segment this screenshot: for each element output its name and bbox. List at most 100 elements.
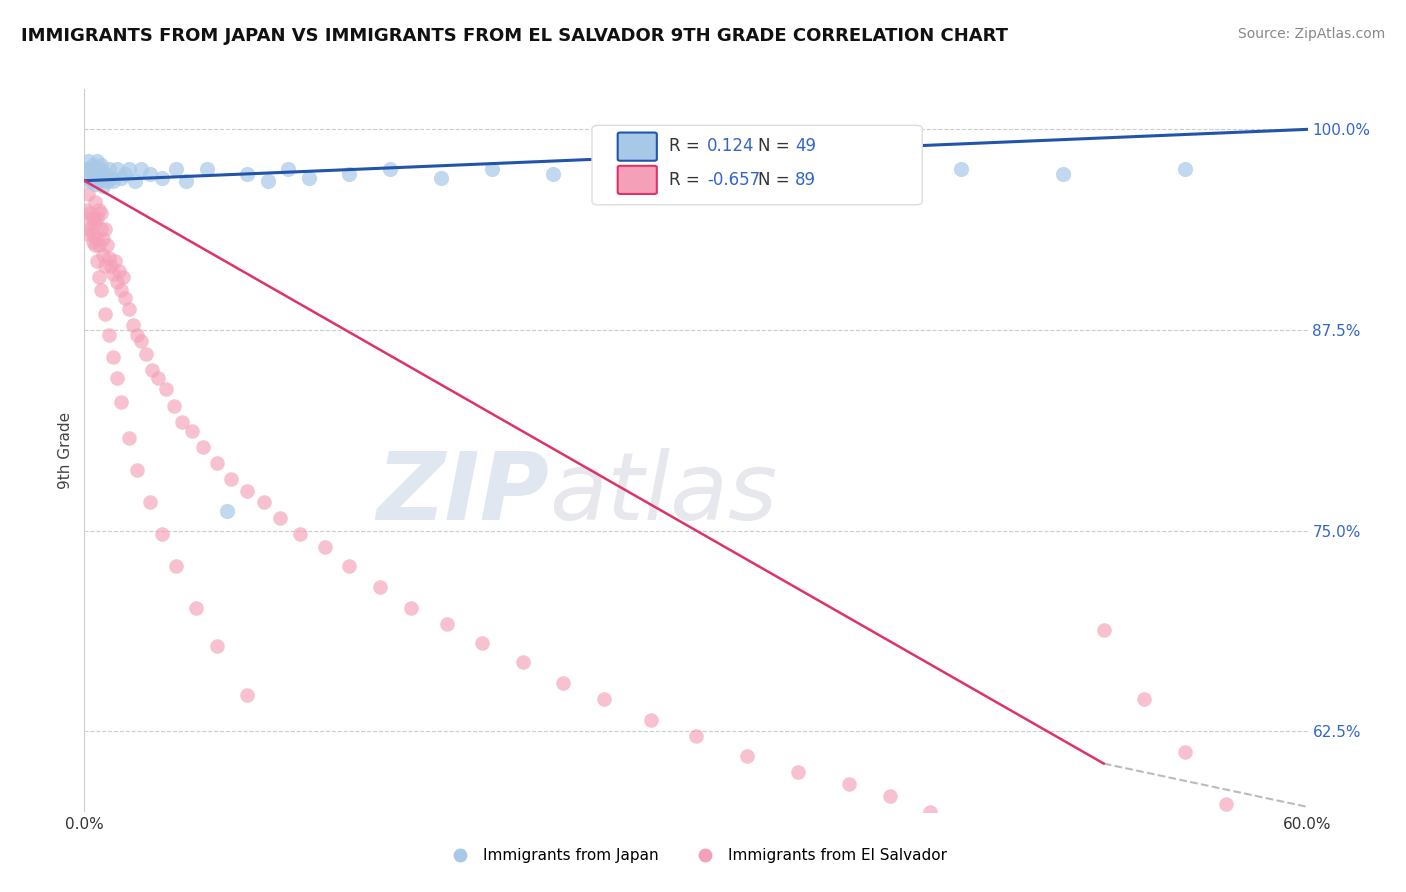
Point (101, 174, 124, 188)
Point (150, 527, 173, 541)
Point (1174, 162, 1197, 177)
Point (127, 463, 149, 477)
Point (83, 177, 105, 191)
Y-axis label: 9th Grade: 9th Grade (58, 412, 73, 489)
Point (543, 167, 565, 181)
Point (236, 167, 259, 181)
FancyBboxPatch shape (617, 166, 657, 194)
Point (114, 167, 136, 181)
Point (105, 275, 128, 289)
Point (706, 162, 728, 177)
Point (75, 202, 97, 217)
Point (83, 238, 105, 252)
Point (105, 162, 128, 177)
Point (205, 640, 228, 654)
Point (165, 162, 187, 177)
Text: atlas: atlas (550, 449, 778, 540)
Point (90, 283, 112, 297)
Point (82, 167, 104, 181)
Point (191, 440, 214, 454)
Point (108, 263, 131, 277)
Point (399, 600, 422, 615)
Point (1133, 692, 1156, 706)
Point (471, 636, 494, 650)
Point (380, 162, 402, 177)
Point (93, 167, 115, 181)
Point (131, 334, 153, 349)
Point (787, 764, 810, 779)
Point (165, 559, 187, 574)
Point (97, 162, 120, 177)
Point (253, 495, 276, 509)
Point (86, 154, 108, 169)
Point (138, 167, 160, 181)
Point (436, 616, 458, 631)
Point (685, 729, 707, 743)
Point (87, 202, 110, 217)
Point (110, 395, 132, 409)
Point (920, 805, 942, 819)
Point (269, 511, 291, 525)
Point (75, 162, 97, 177)
Point (77, 227, 100, 241)
Point (217, 504, 239, 518)
Point (118, 431, 141, 445)
Point (127, 327, 149, 342)
Point (77, 170, 100, 185)
Point (101, 351, 124, 365)
Point (86, 211, 108, 225)
Point (735, 748, 758, 763)
Point (122, 318, 145, 333)
Point (100, 259, 122, 273)
Point (83, 215, 105, 229)
Point (86, 166, 108, 180)
Point (155, 383, 177, 397)
Point (79, 222, 101, 236)
Point (93, 307, 115, 321)
Point (640, 713, 662, 727)
Point (79, 162, 101, 177)
Point (87, 270, 110, 285)
Point (1174, 745, 1197, 759)
Point (219, 472, 242, 486)
Point (1052, 167, 1074, 181)
Point (87, 174, 110, 188)
Point (236, 688, 259, 702)
Point (150, 170, 173, 185)
Point (1215, 797, 1237, 811)
Point (339, 559, 361, 574)
Text: 0.124: 0.124 (707, 137, 755, 155)
Point (869, 170, 891, 185)
Point (96, 238, 118, 252)
Text: N =: N = (758, 137, 796, 155)
Point (90, 167, 112, 181)
Point (86, 231, 108, 245)
Point (186, 600, 208, 615)
Point (105, 371, 128, 385)
FancyBboxPatch shape (617, 133, 657, 161)
Point (174, 174, 197, 188)
Point (124, 174, 146, 188)
Point (1092, 624, 1115, 638)
Point (93, 222, 115, 236)
Point (838, 777, 860, 791)
Point (110, 170, 132, 185)
Text: 49: 49 (794, 137, 815, 155)
Point (91, 247, 114, 261)
Point (314, 540, 336, 554)
Point (77, 186, 100, 201)
Point (82, 158, 104, 172)
Point (1052, 857, 1074, 871)
Point (138, 495, 160, 509)
Point (118, 302, 141, 317)
Point (1001, 837, 1024, 851)
Text: Source: ZipAtlas.com: Source: ZipAtlas.com (1237, 27, 1385, 41)
Point (950, 162, 973, 177)
Point (90, 206, 112, 220)
Point (91, 231, 114, 245)
Point (79, 174, 101, 188)
Point (135, 347, 157, 361)
Text: -0.657: -0.657 (707, 170, 761, 188)
FancyBboxPatch shape (592, 126, 922, 205)
Point (553, 676, 575, 690)
